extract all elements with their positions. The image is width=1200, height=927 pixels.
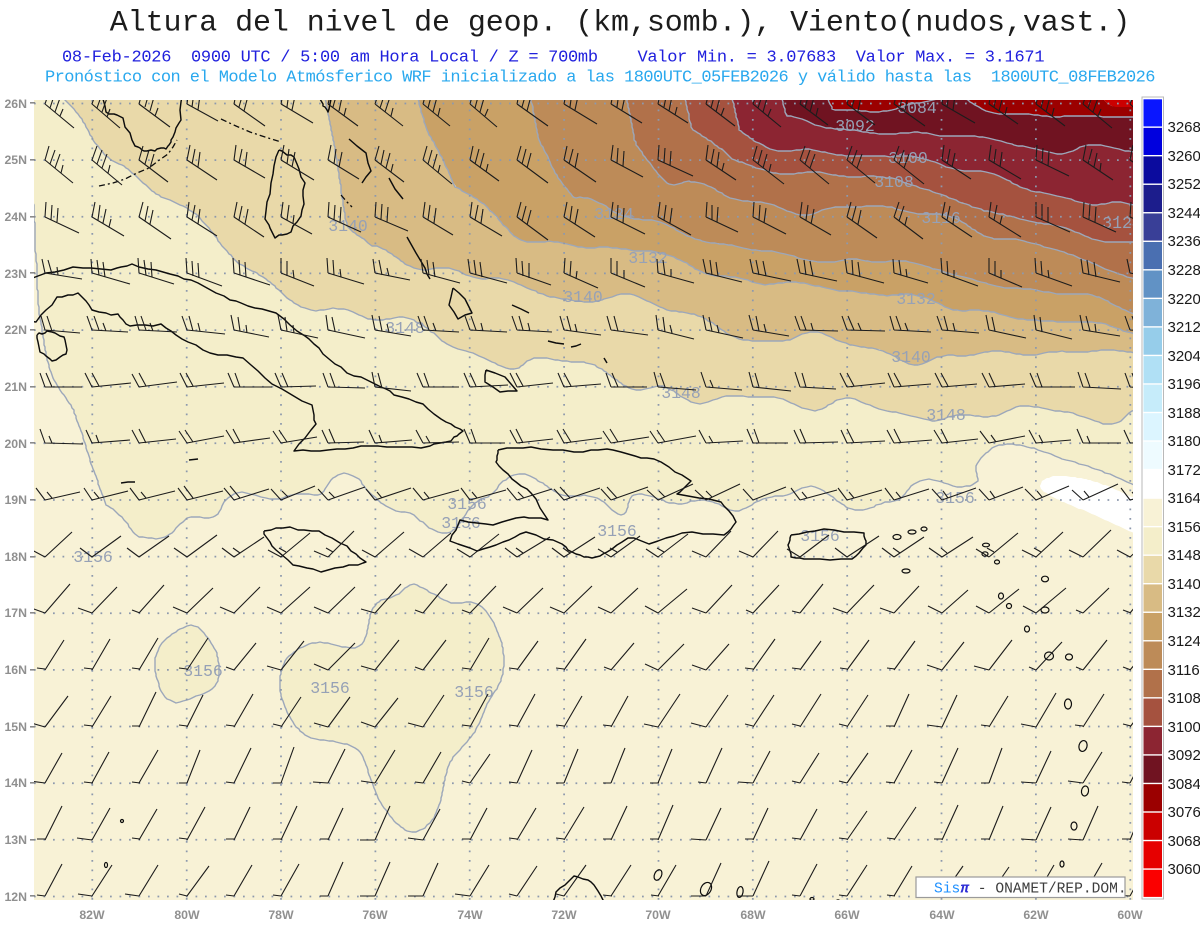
svg-text:13N: 13N [4,833,27,847]
svg-text:72W: 72W [551,908,577,922]
svg-text:3140: 3140 [1168,576,1200,593]
svg-text:74W: 74W [457,908,483,922]
svg-text:3148: 3148 [926,406,966,425]
svg-text:62W: 62W [1023,908,1049,922]
svg-text:3180: 3180 [1168,433,1200,450]
svg-text:14N: 14N [4,776,27,790]
svg-text:76W: 76W [362,908,388,922]
svg-text:3156: 3156 [447,495,487,514]
svg-text:15N: 15N [4,720,27,734]
svg-text:3132: 3132 [628,249,668,268]
svg-text:3108: 3108 [1168,690,1200,707]
svg-text:3084: 3084 [1168,776,1200,793]
svg-text:18N: 18N [4,550,27,564]
svg-text:17N: 17N [4,606,27,620]
svg-text:08-Feb-2026 0900 UTC / 5:00 a: 08-Feb-2026 0900 UTC / 5:00 am Hora Loca… [62,49,1044,68]
svg-text:3156: 3156 [441,514,481,533]
svg-text:3156: 3156 [454,683,494,702]
svg-text:3140: 3140 [891,348,931,367]
svg-text:64W: 64W [929,908,955,922]
svg-text:3076: 3076 [1168,804,1200,821]
svg-text:3260: 3260 [1168,148,1200,165]
svg-text:3268: 3268 [1168,119,1200,136]
svg-text:25N: 25N [4,153,27,167]
svg-text:3124: 3124 [594,205,634,224]
svg-text:3164: 3164 [1168,490,1200,507]
svg-text:3172: 3172 [1168,462,1200,479]
svg-text:22N: 22N [4,323,27,337]
svg-text:80W: 80W [174,908,200,922]
svg-text:24N: 24N [4,210,27,224]
svg-text:3156: 3156 [73,548,113,567]
svg-text:19N: 19N [4,493,27,507]
svg-text:3188: 3188 [1168,405,1200,422]
svg-text:3108: 3108 [874,173,914,192]
svg-text:3068: 3068 [1168,833,1200,850]
svg-text:3156: 3156 [310,679,350,698]
svg-text:3140: 3140 [563,288,603,307]
svg-text:3212: 3212 [1168,319,1200,336]
svg-text:66W: 66W [834,908,860,922]
svg-text:3060: 3060 [1168,861,1200,878]
svg-text:Sisπ - ONAMET/REP.DOM.: Sisπ - ONAMET/REP.DOM. [934,882,1127,898]
svg-text:16N: 16N [4,663,27,677]
svg-text:70W: 70W [645,908,671,922]
svg-text:26N: 26N [4,97,27,111]
svg-text:Pronóstico con el Modelo Atmós: Pronóstico con el Modelo Atmósferico WRF… [45,69,1155,88]
svg-text:3148: 3148 [1168,547,1200,564]
svg-text:Altura del nivel de geop. (km,: Altura del nivel de geop. (km,somb.), Vi… [110,7,1130,41]
svg-text:3244: 3244 [1168,205,1200,222]
svg-text:60W: 60W [1117,908,1143,922]
svg-text:3156: 3156 [1168,519,1200,536]
svg-text:3132: 3132 [896,290,936,309]
svg-text:3092: 3092 [1168,747,1200,764]
svg-text:3092: 3092 [835,117,875,136]
svg-text:3116: 3116 [1168,662,1200,679]
svg-text:21N: 21N [4,380,27,394]
svg-text:78W: 78W [268,908,294,922]
svg-text:3220: 3220 [1168,291,1200,308]
svg-text:3148: 3148 [661,384,701,403]
svg-text:3124: 3124 [1102,214,1142,233]
svg-text:3156: 3156 [597,522,637,541]
svg-text:20N: 20N [4,437,27,451]
svg-text:3124: 3124 [1168,633,1200,650]
svg-text:3100: 3100 [1168,719,1200,736]
svg-text:3156: 3156 [183,662,223,681]
svg-text:3204: 3204 [1168,348,1200,365]
svg-text:3228: 3228 [1168,262,1200,279]
svg-text:68W: 68W [740,908,766,922]
svg-text:3132: 3132 [1168,604,1200,621]
svg-text:12N: 12N [4,890,27,904]
svg-text:23N: 23N [4,267,27,281]
svg-text:3236: 3236 [1168,233,1200,250]
svg-text:3252: 3252 [1168,176,1200,193]
svg-text:3084: 3084 [897,99,937,118]
svg-text:3196: 3196 [1168,376,1200,393]
svg-text:82W: 82W [79,908,105,922]
